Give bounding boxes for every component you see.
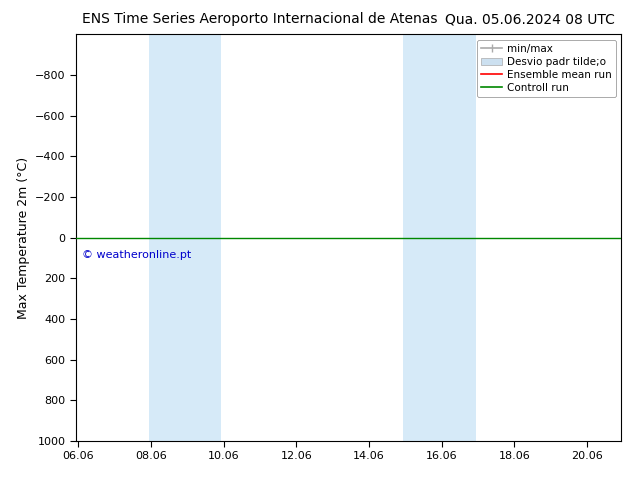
Bar — [403, 34, 476, 441]
Legend: min/max, Desvio padr tilde;o, Ensemble mean run, Controll run: min/max, Desvio padr tilde;o, Ensemble m… — [477, 40, 616, 97]
Text: Qua. 05.06.2024 08 UTC: Qua. 05.06.2024 08 UTC — [445, 12, 615, 26]
Text: © weatheronline.pt: © weatheronline.pt — [82, 250, 191, 260]
Y-axis label: Max Temperature 2m (°C): Max Temperature 2m (°C) — [16, 157, 30, 318]
Bar — [149, 34, 221, 441]
Text: ENS Time Series Aeroporto Internacional de Atenas: ENS Time Series Aeroporto Internacional … — [82, 12, 438, 26]
